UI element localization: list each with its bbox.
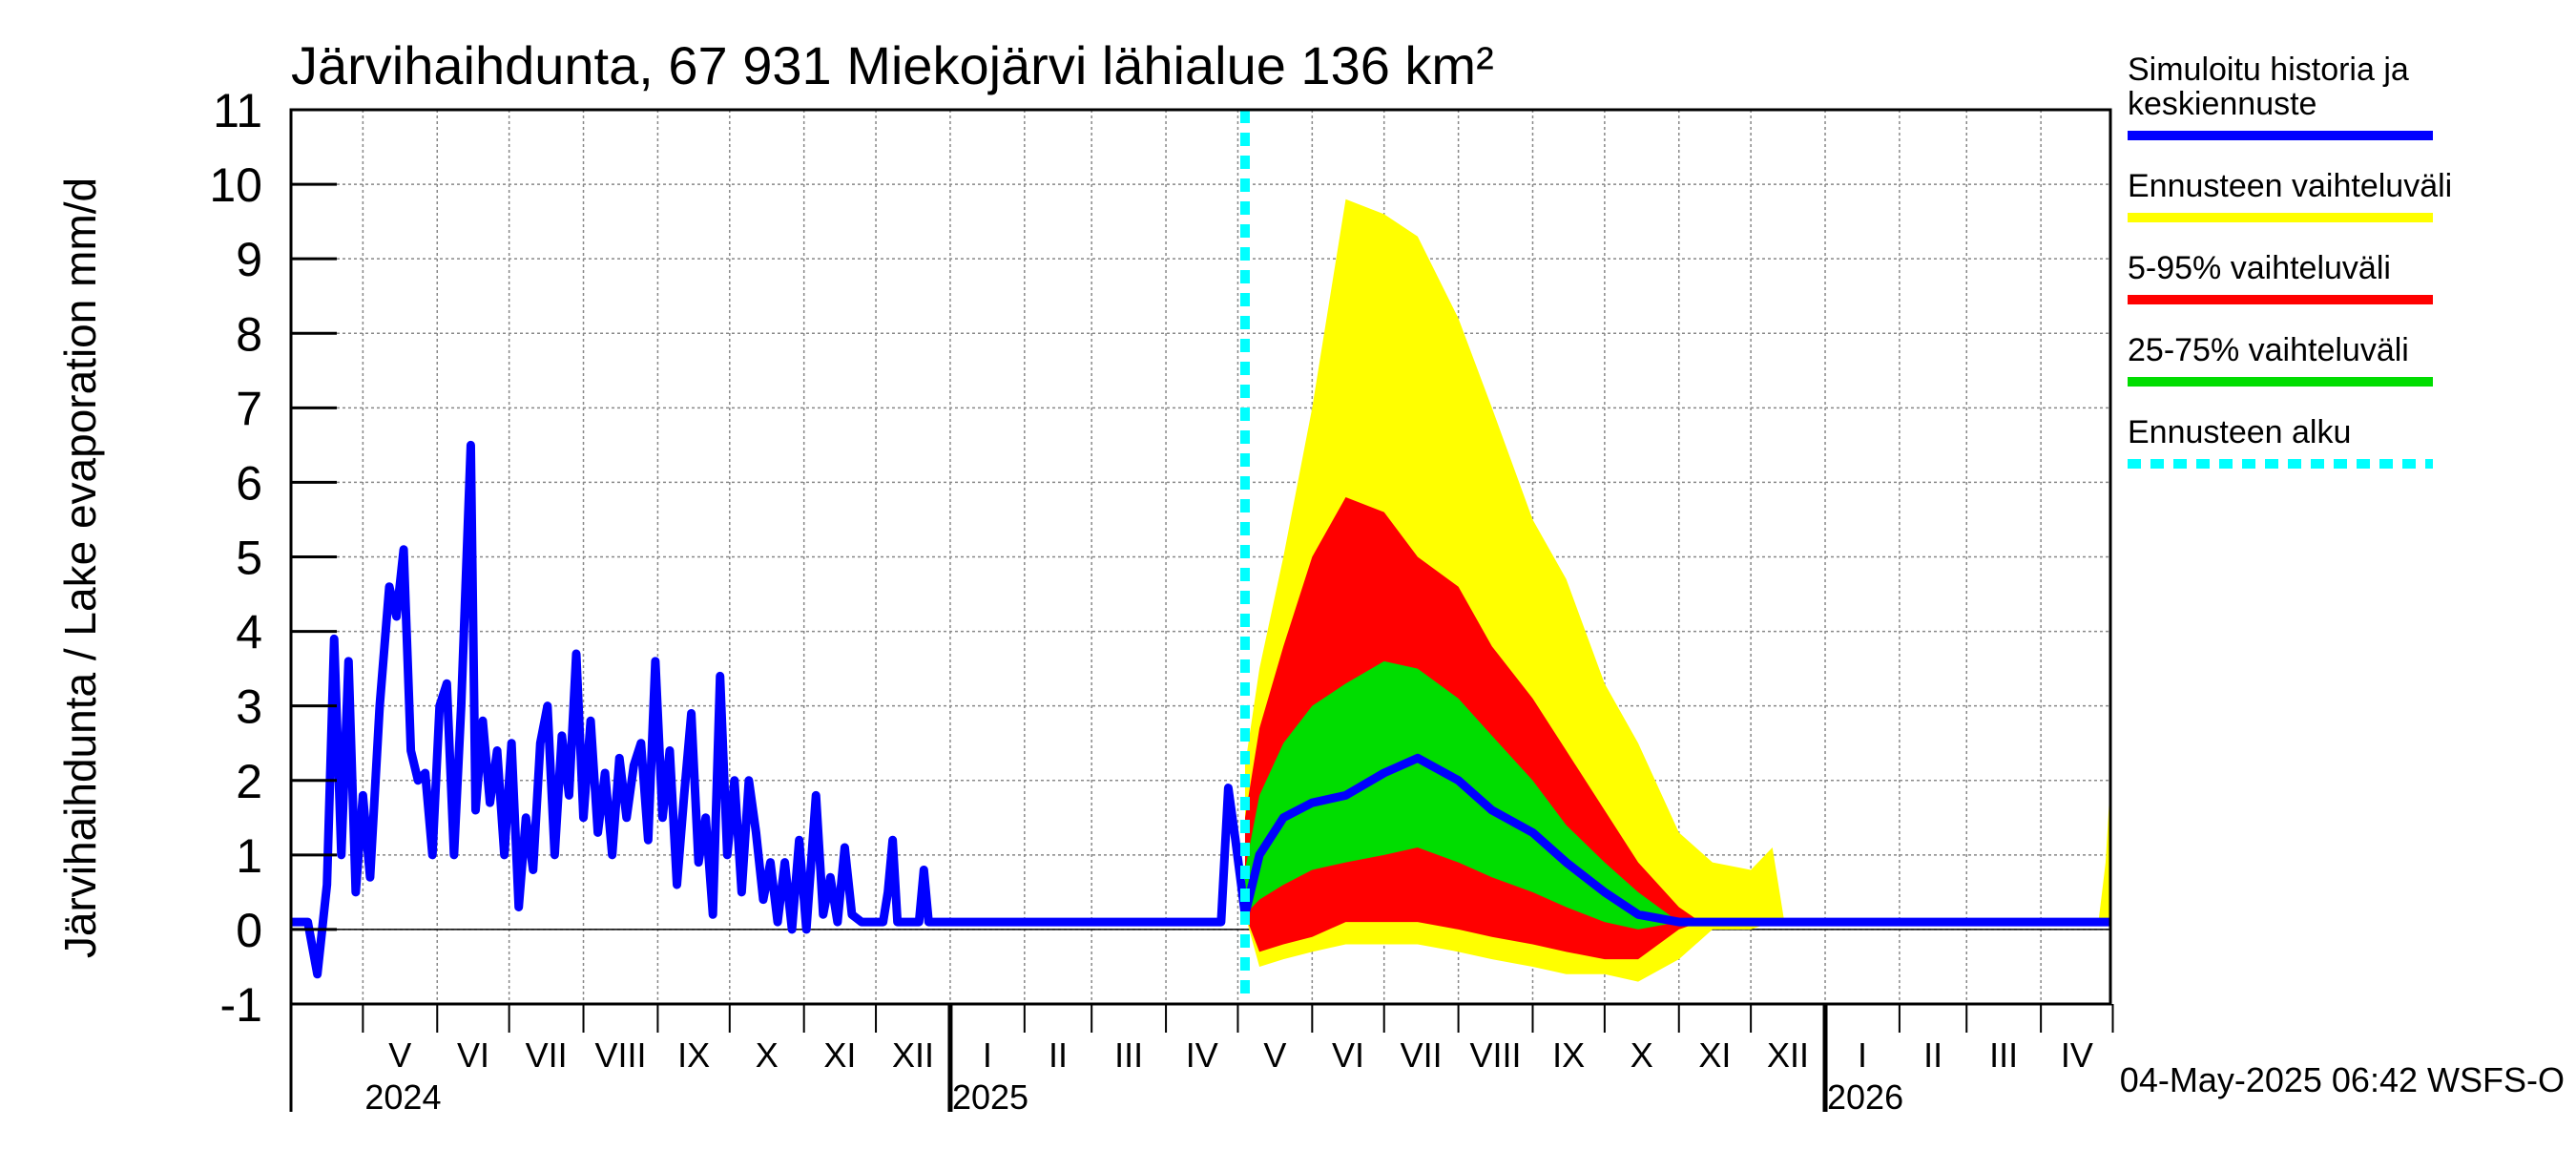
month-label: IV xyxy=(1186,1035,1218,1075)
legend-label: 5-95% vaihteluväli xyxy=(2128,250,2391,286)
month-label: X xyxy=(756,1035,779,1075)
y-tick-label: 3 xyxy=(236,680,262,734)
legend-label: 25-75% vaihteluväli xyxy=(2128,332,2409,368)
axes xyxy=(289,108,2114,1112)
month-label: II xyxy=(1923,1035,1942,1075)
y-tick-label: 5 xyxy=(236,532,262,585)
y-tick-labels: -1 0 1 2 3 4 5 6 7 8 9 10 11 xyxy=(209,84,262,1032)
month-label: XI xyxy=(1698,1035,1731,1075)
month-label: I xyxy=(1858,1035,1867,1075)
month-label: VIII xyxy=(1470,1035,1522,1075)
y-tick-label: 11 xyxy=(213,84,262,137)
legend-label: Ennusteen alku xyxy=(2128,414,2351,450)
month-label: III xyxy=(1114,1035,1143,1075)
y-tick-label: 0 xyxy=(236,904,262,957)
year-label: 2025 xyxy=(952,1077,1028,1117)
month-label: X xyxy=(1631,1035,1653,1075)
year-label: 2026 xyxy=(1827,1077,1903,1117)
year-label: 2024 xyxy=(364,1077,441,1117)
y-tick-label: 1 xyxy=(236,829,262,883)
legend-label: Simuloitu historia ja xyxy=(2128,52,2409,88)
y-tick-label: 8 xyxy=(236,307,262,361)
y-axis-label: Järvihaihdunta / Lake evaporation mm/d xyxy=(55,178,105,958)
chart-title: Järvihaihdunta, 67 931 Miekojärvi lähial… xyxy=(291,35,1494,95)
month-label: IV xyxy=(2061,1035,2093,1075)
month-label: II xyxy=(1049,1035,1068,1075)
month-label: V xyxy=(1263,1035,1286,1075)
plot-frame xyxy=(289,108,2112,1006)
month-label: VIII xyxy=(594,1035,646,1075)
month-label: XII xyxy=(1767,1035,1809,1075)
y-tick-label: 4 xyxy=(236,606,262,659)
series-line-mean xyxy=(291,440,2110,979)
y-tick-label: 9 xyxy=(236,233,262,286)
y-tick-label: 10 xyxy=(209,158,262,212)
y-tick-label: 7 xyxy=(236,382,262,435)
y-tick-label: 6 xyxy=(236,456,262,510)
month-label: VI xyxy=(1332,1035,1364,1075)
month-label: III xyxy=(1989,1035,2018,1075)
month-label: VII xyxy=(526,1035,568,1075)
month-label: XI xyxy=(823,1035,856,1075)
month-label: VII xyxy=(1401,1035,1443,1075)
y-tick-label: 2 xyxy=(236,755,262,808)
month-label: VI xyxy=(457,1035,489,1075)
series-lines xyxy=(291,110,2110,1004)
legend-label: Ennusteen vaihteluväli xyxy=(2128,168,2452,204)
legend-label: keskiennuste xyxy=(2128,86,2316,122)
month-label: I xyxy=(983,1035,992,1075)
month-label: IX xyxy=(677,1035,710,1075)
month-label: V xyxy=(388,1035,411,1075)
month-label: XII xyxy=(892,1035,934,1075)
timestamp-footer: 04-May-2025 06:42 WSFS-O xyxy=(2120,1060,2565,1099)
y-tick-label: -1 xyxy=(220,978,262,1032)
month-label: IX xyxy=(1552,1035,1585,1075)
